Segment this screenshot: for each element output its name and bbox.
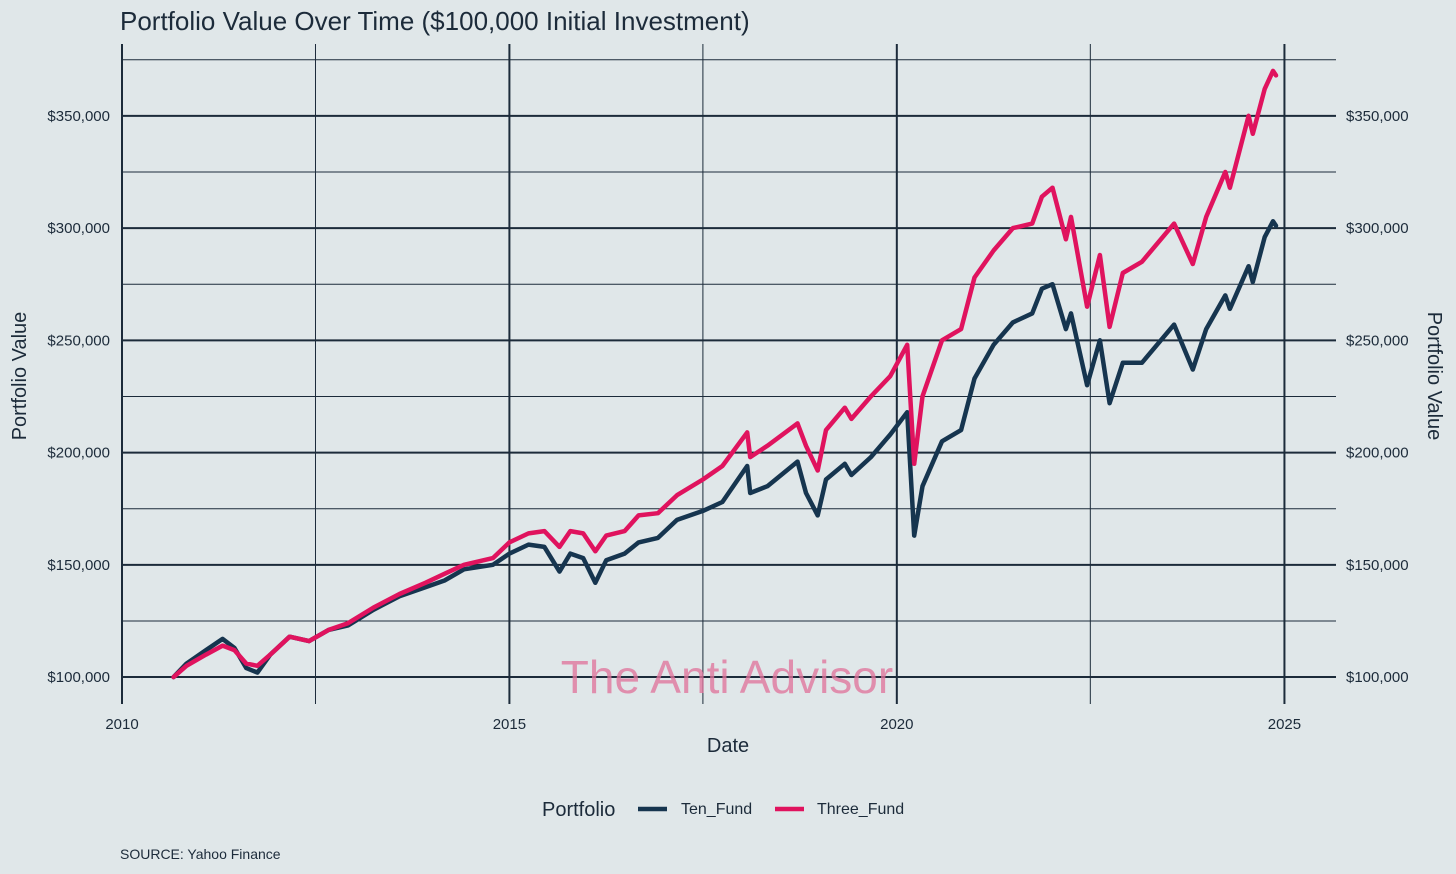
grid-layer (121, 44, 1336, 704)
x-axis-title: Date (707, 735, 749, 757)
legend-label: Three_Fund (817, 801, 904, 818)
y-axis-title-right: Portfolio Value (1423, 312, 1445, 441)
y-tick-label-left: $100,000 (47, 669, 110, 686)
y-tick-label-right: $350,000 (1346, 108, 1409, 125)
x-tick-label: 2025 (1268, 716, 1301, 733)
x-tick-label: 2015 (493, 716, 526, 733)
y-tick-label-left: $350,000 (47, 108, 110, 125)
text-layer: Portfolio Value Over Time ($100,000 Init… (9, 6, 1445, 862)
y-tick-label-left: $250,000 (47, 332, 110, 349)
y-tick-label-left: $200,000 (47, 445, 110, 462)
x-tick-label: 2010 (105, 716, 138, 733)
x-tick-label: 2020 (880, 716, 913, 733)
y-tick-label-right: $200,000 (1346, 445, 1409, 462)
source-note: SOURCE: Yahoo Finance (120, 846, 281, 862)
legend-label: Ten_Fund (681, 801, 752, 818)
y-tick-label-right: $250,000 (1346, 332, 1409, 349)
series-layer (171, 68, 1279, 680)
legend-items: Ten_Fund Three_Fund (638, 801, 904, 818)
legend-title: Portfolio (542, 799, 615, 821)
y-tick-label-right: $150,000 (1346, 557, 1409, 574)
series-line-three-fund (171, 68, 1279, 680)
legend: Portfolio Ten_Fund Three_Fund (542, 799, 904, 821)
y-tick-label-right: $100,000 (1346, 669, 1409, 686)
watermark: The Anti Advisor (561, 651, 893, 703)
y-tick-label-right: $300,000 (1346, 220, 1409, 237)
chart-title: Portfolio Value Over Time ($100,000 Init… (120, 6, 750, 36)
y-axis-title: Portfolio Value (9, 312, 31, 441)
series-line-ten-fund (171, 219, 1279, 680)
y-tick-label-left: $150,000 (47, 557, 110, 574)
y-tick-label-left: $300,000 (47, 220, 110, 237)
